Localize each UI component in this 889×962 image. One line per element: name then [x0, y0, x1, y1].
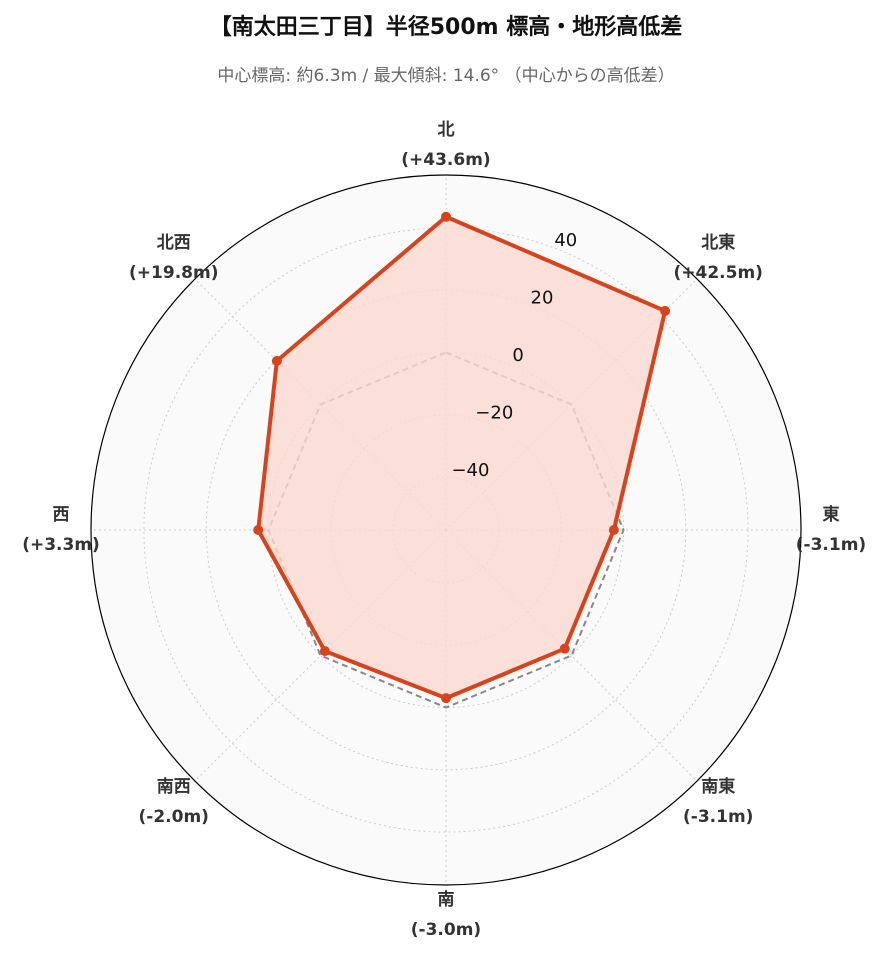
value-label: (+3.3m) — [22, 535, 100, 555]
chart-subtitle: 中心標高: 約6.3m / 最大傾斜: 14.6° （中心からの高低差） — [217, 66, 674, 86]
data-point — [608, 525, 619, 535]
value-label: (+19.8m) — [129, 263, 218, 283]
data-point — [253, 525, 264, 535]
r-tick-label: −40 — [451, 460, 489, 481]
plot-border — [90, 174, 802, 886]
value-label: (-3.0m) — [411, 920, 481, 940]
data-point — [441, 693, 451, 704]
grid-circle — [143, 227, 749, 833]
category-label: 南西 — [157, 776, 191, 797]
r-tick-label: 20 — [531, 287, 554, 308]
data-point — [271, 355, 282, 366]
r-tick-label: 40 — [554, 230, 577, 251]
r-tick-label: 0 — [512, 345, 523, 366]
radial-grid-line — [194, 529, 447, 782]
data-point — [660, 305, 671, 316]
data-point — [559, 643, 570, 654]
category-label: 西 — [53, 505, 70, 525]
data-area — [258, 216, 666, 699]
category-label: 北西 — [157, 233, 191, 253]
value-label: (+42.5m) — [674, 263, 763, 283]
category-label: 北東 — [701, 232, 735, 253]
grid-circle — [205, 289, 687, 771]
value-label: (-2.0m) — [139, 807, 209, 827]
data-point — [441, 211, 451, 222]
chart-title: 【南太田三丁目】半径500m 標高・地形高低差 — [210, 14, 683, 40]
category-label: 東 — [823, 504, 840, 525]
category-label: 南東 — [701, 776, 735, 797]
value-label: (+43.6m) — [401, 150, 490, 170]
category-label: 北 — [438, 120, 455, 140]
value-label: (-3.1m) — [796, 535, 866, 555]
value-label: (-3.1m) — [683, 807, 753, 827]
category-label: 南 — [438, 889, 455, 910]
r-tick-label: −20 — [475, 402, 513, 423]
data-point — [319, 646, 330, 657]
radial-grid-line — [194, 278, 447, 531]
radial-grid-line — [445, 529, 698, 782]
